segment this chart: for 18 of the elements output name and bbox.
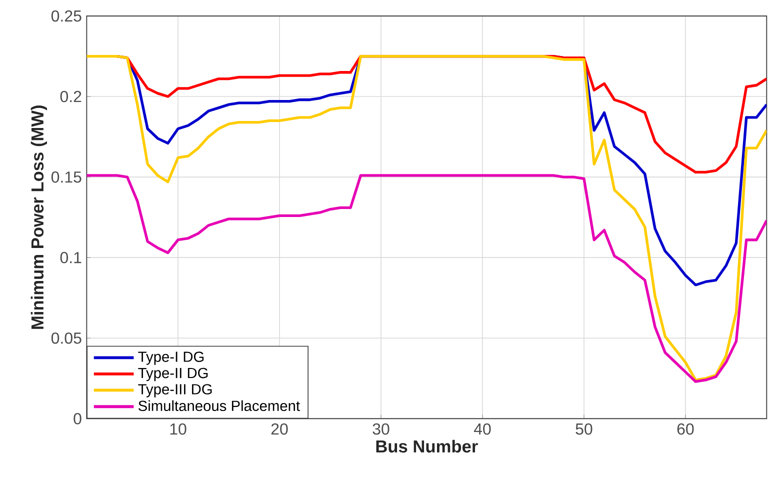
y-tick-label: 0.05: [51, 332, 82, 344]
x-tick-label: 40: [474, 423, 491, 435]
x-tick-label: 10: [170, 423, 186, 435]
y-tick-label: 0: [74, 412, 82, 424]
x-tick-label: 30: [372, 423, 390, 435]
y-tick-label: 0.1: [60, 252, 82, 264]
x-axis-title: Bus Number: [376, 440, 478, 452]
y-axis-title: Minimum Power Loss (MW): [30, 105, 48, 329]
legend-label: Type-III DG: [138, 384, 212, 398]
legend-label: Type-II DG: [138, 368, 208, 381]
x-tick-label: 60: [677, 423, 694, 435]
legend-label: Simultaneous Placement: [138, 400, 300, 411]
legend-label: Type-I DG: [138, 351, 204, 365]
x-tick-label: 20: [271, 423, 288, 435]
y-tick-label: 0.25: [51, 10, 82, 22]
x-tick-label: 50: [576, 423, 592, 435]
y-tick-label: 0.2: [60, 90, 82, 102]
y-tick-label: 0.15: [51, 171, 82, 183]
